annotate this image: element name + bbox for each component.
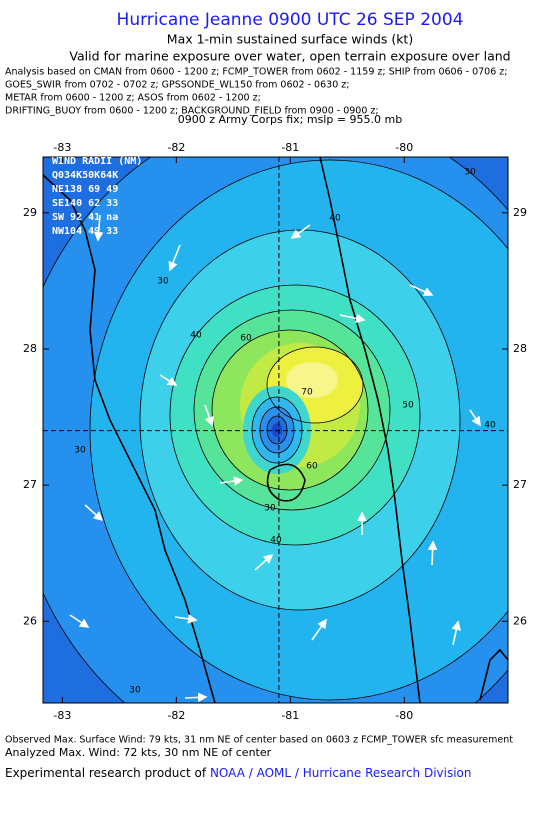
x-tick-label: -82: [167, 709, 185, 722]
contour-label: 60: [306, 462, 318, 472]
validity: Valid for marine exposure over water, op…: [69, 49, 510, 64]
fix: 0900 z Army Corps fix; mslp = 955.0 mb: [178, 113, 403, 126]
wind-radii-line: SW 92 41 na: [52, 212, 118, 223]
y-tick-label: 28: [513, 342, 527, 355]
x-tick-label: -81: [281, 141, 299, 154]
x-tick-label: -81: [281, 709, 299, 722]
x-tick-label: -82: [167, 141, 185, 154]
eye: [272, 423, 282, 437]
contour-label: 60: [240, 334, 252, 344]
coastline: [479, 648, 508, 701]
y-tick-label: 27: [23, 478, 37, 491]
contour-label: 40: [329, 214, 341, 224]
credit: Experimental research product of NOAA / …: [5, 766, 472, 780]
contour-label: 40: [484, 421, 496, 431]
title: Hurricane Jeanne 0900 UTC 26 SEP 2004: [117, 10, 464, 30]
band: [286, 362, 338, 398]
y-tick-label: 26: [23, 614, 37, 627]
wind-radii-line: Q034K50K64K: [52, 170, 118, 181]
wind-radii-line: SE140 62 33: [52, 198, 118, 209]
x-tick-label: -83: [53, 709, 71, 722]
subtitle: Max 1-min sustained surface winds (kt): [167, 32, 413, 47]
wind-radii-line: NE138 69 49: [52, 184, 118, 195]
wind-radii: WIND RADII (NM) Q034K50K64K NE138 69 49 SE1…: [52, 156, 142, 237]
y-tick-label: 27: [513, 478, 527, 491]
map-frame: [42, 156, 509, 704]
contour-labels: 30 30 40 40 60 70 50 40 30 60 30 40 30: [74, 168, 496, 696]
wind-arrows: [69, 214, 481, 703]
analysis-lines: Analysis based on CMAN from 0600 - 1200 …: [5, 67, 507, 117]
coastline: [43, 174, 216, 703]
contour-label: 40: [190, 331, 202, 341]
x-tick-label: -80: [395, 141, 413, 154]
analyzed-max: Analyzed Max. Wind: 72 kts, 30 nm NE of …: [5, 746, 272, 759]
observed-max: Observed Max. Surface Wind: 79 kts, 31 n…: [5, 735, 513, 746]
axes: -83 -83 -82 -82 -81 -81 -80 -80 29 29 28 28 27 27 26 26: [23, 141, 527, 722]
contour-label: 70: [301, 388, 313, 398]
x-tick-label: -83: [53, 141, 71, 154]
wind-field: 30 30 40 40 60 70 50 40 30 60 30 40 30: [43, 157, 508, 703]
wind-radii-line: NW104 49 33: [52, 226, 118, 237]
analysis-line: Analysis based on CMAN from 0600 - 1200 …: [5, 67, 507, 78]
contour-label: 50: [402, 401, 414, 411]
y-tick-label: 29: [513, 206, 527, 219]
analysis-line: METAR from 0600 - 1200 z; ASOS from 0602…: [5, 93, 261, 104]
credit-org[interactable]: NOAA / AOML / Hurricane Research Divisio…: [210, 766, 472, 780]
lake: [266, 463, 306, 502]
wind-radii-line: WIND RADII (NM): [52, 156, 142, 167]
coastline: [319, 157, 421, 703]
y-tick-label: 28: [23, 342, 37, 355]
contour-label: 30: [464, 168, 476, 178]
credit-prefix: Experimental research product of: [5, 766, 207, 780]
center-crosshair: [43, 157, 508, 703]
analysis-line: DRIFTING_BUOY from 0600 - 1200 z; BACKGR…: [5, 106, 379, 117]
x-tick-label: -80: [395, 709, 413, 722]
contour-label: 30: [74, 446, 86, 456]
contour-label: 30: [264, 504, 276, 514]
contour-label: 40: [270, 536, 282, 546]
y-tick-label: 26: [513, 614, 527, 627]
contour-label: 30: [157, 277, 169, 287]
analysis-line: GOES_SWIR from 0702 - 0702 z; GPSSONDE_W…: [5, 80, 349, 91]
contour-label: 30: [129, 686, 141, 696]
y-tick-label: 29: [23, 206, 37, 219]
